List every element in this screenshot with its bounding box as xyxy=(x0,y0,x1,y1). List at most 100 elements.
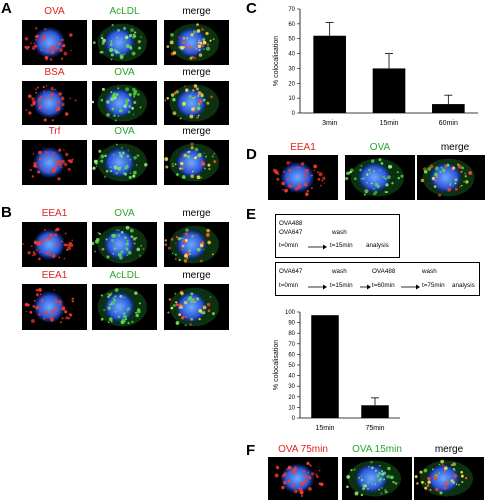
puncta xyxy=(130,28,134,33)
puncta xyxy=(457,164,462,169)
puncta xyxy=(113,298,117,302)
puncta xyxy=(127,110,131,114)
puncta xyxy=(126,254,128,256)
puncta xyxy=(33,299,36,302)
puncta xyxy=(164,157,169,161)
puncta xyxy=(188,296,193,300)
puncta xyxy=(305,192,309,197)
puncta xyxy=(110,301,115,305)
puncta xyxy=(57,159,61,163)
puncta xyxy=(206,43,210,47)
puncta xyxy=(112,253,114,255)
puncta xyxy=(190,299,194,304)
puncta xyxy=(63,162,68,167)
nucleus xyxy=(33,229,65,260)
puncta xyxy=(445,481,449,486)
puncta xyxy=(362,177,366,180)
puncta xyxy=(25,109,28,112)
puncta xyxy=(208,167,211,171)
puncta xyxy=(46,152,49,155)
y-tick-label: 20 xyxy=(288,395,295,401)
puncta xyxy=(135,311,137,314)
puncta xyxy=(132,87,136,92)
puncta xyxy=(384,488,386,491)
puncta xyxy=(53,289,56,291)
puncta xyxy=(303,183,308,187)
panel-d-merge-image xyxy=(417,155,485,200)
puncta xyxy=(48,236,51,239)
puncta xyxy=(194,96,196,99)
puncta xyxy=(387,175,391,180)
puncta xyxy=(35,293,40,297)
puncta xyxy=(420,178,425,183)
puncta xyxy=(100,154,105,159)
puncta xyxy=(30,319,35,323)
puncta xyxy=(294,187,298,191)
puncta xyxy=(183,153,187,157)
box2-arrow1-icon xyxy=(308,284,327,290)
puncta xyxy=(303,480,308,484)
puncta xyxy=(32,252,37,256)
puncta xyxy=(135,313,139,318)
puncta xyxy=(100,294,103,297)
puncta xyxy=(114,295,117,298)
puncta xyxy=(450,464,453,466)
puncta xyxy=(186,154,191,159)
puncta xyxy=(449,184,452,187)
puncta xyxy=(459,186,461,188)
puncta xyxy=(67,167,71,171)
puncta xyxy=(135,164,138,166)
puncta xyxy=(116,36,119,39)
puncta xyxy=(291,185,294,188)
puncta xyxy=(33,43,35,45)
panel-f-ova15-image xyxy=(342,457,412,500)
puncta xyxy=(54,233,58,237)
puncta xyxy=(178,258,181,262)
puncta xyxy=(460,470,463,474)
y-tick-label: 40 xyxy=(288,374,295,380)
puncta xyxy=(66,243,70,247)
puncta xyxy=(427,480,431,484)
puncta xyxy=(200,176,203,179)
puncta xyxy=(44,97,47,100)
puncta xyxy=(202,305,207,310)
box2-arrow3-icon xyxy=(401,284,420,290)
puncta xyxy=(196,23,199,26)
puncta xyxy=(360,478,364,482)
y-tick-label: 80 xyxy=(288,331,295,337)
puncta xyxy=(172,98,176,102)
puncta xyxy=(122,312,126,316)
puncta xyxy=(133,242,136,245)
puncta xyxy=(205,31,209,36)
puncta xyxy=(97,231,100,234)
puncta xyxy=(25,310,28,313)
puncta xyxy=(453,473,458,478)
puncta xyxy=(109,48,113,53)
puncta xyxy=(440,459,445,464)
puncta xyxy=(136,154,140,158)
puncta xyxy=(298,487,303,492)
puncta xyxy=(128,35,131,38)
puncta xyxy=(303,474,307,478)
puncta xyxy=(454,178,458,182)
puncta xyxy=(58,92,62,96)
puncta xyxy=(98,149,102,153)
puncta xyxy=(366,181,368,184)
puncta xyxy=(43,118,47,122)
puncta xyxy=(112,154,115,156)
puncta xyxy=(315,473,318,476)
puncta xyxy=(373,170,375,172)
puncta xyxy=(43,90,46,93)
puncta xyxy=(55,161,59,165)
puncta xyxy=(116,143,118,146)
puncta xyxy=(188,253,191,255)
puncta xyxy=(35,27,38,30)
puncta xyxy=(92,166,96,170)
puncta xyxy=(110,40,113,42)
puncta xyxy=(37,170,41,174)
puncta xyxy=(202,311,206,315)
puncta xyxy=(125,102,128,106)
puncta xyxy=(181,244,185,248)
puncta xyxy=(320,482,324,487)
puncta xyxy=(434,172,438,177)
